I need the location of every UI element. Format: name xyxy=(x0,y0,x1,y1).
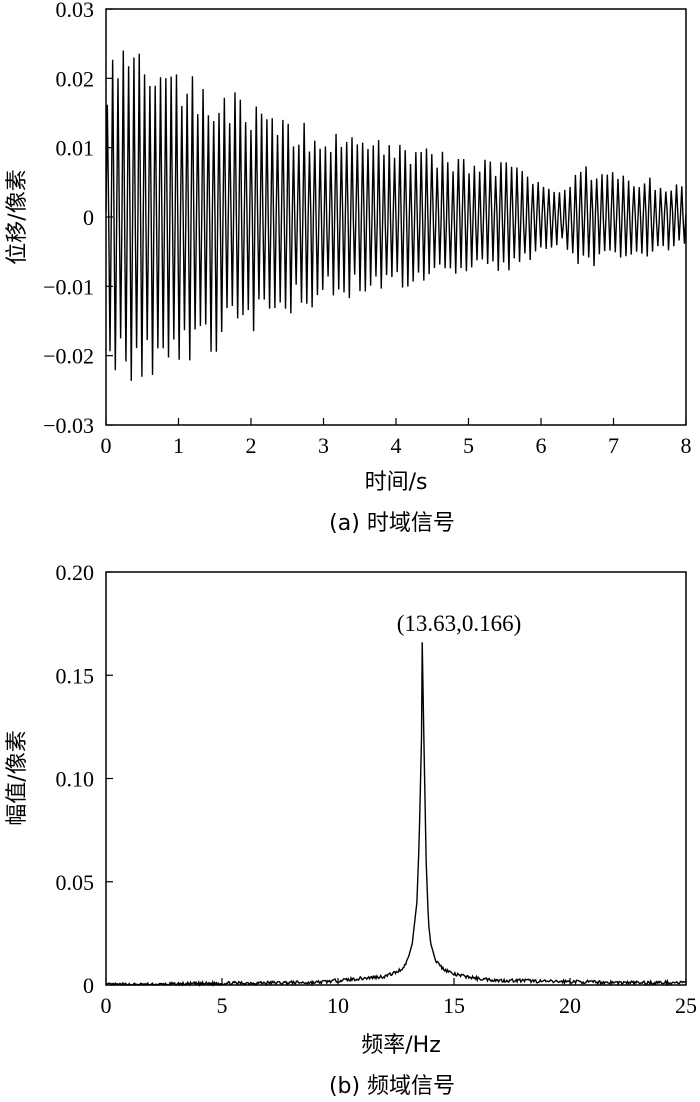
x-tick-label: 15 xyxy=(443,993,465,1018)
plot-area-a xyxy=(105,50,687,381)
y-tick-label: −0.02 xyxy=(43,344,94,369)
y-tick-label: −0.01 xyxy=(43,274,94,299)
x-tick-label: 6 xyxy=(536,433,547,458)
y-tick-label: 0.03 xyxy=(56,0,95,22)
y-tick-label: 0.05 xyxy=(56,870,95,895)
x-tick-label: 2 xyxy=(246,433,257,458)
x-axis-title-a: 时间/s xyxy=(365,470,428,495)
x-tick-label: 7 xyxy=(608,433,619,458)
x-tick-label: 10 xyxy=(327,993,349,1018)
x-ticks-b: 0 5 10 15 20 25 xyxy=(101,978,697,1018)
x-axis-title-b: 频率/Hz xyxy=(361,1033,441,1058)
y-tick-label: 0.02 xyxy=(56,66,95,91)
chart-frequency-domain: 0 5 10 15 20 25 0 0.05 0.10 0.15 0.20 (13.63,0.16… xyxy=(5,560,697,1099)
plot-area-b xyxy=(105,642,687,988)
x-tick-label: 3 xyxy=(318,433,329,458)
x-ticks-a: 0 1 2 3 4 5 6 7 8 xyxy=(101,418,692,458)
x-tick-label: 5 xyxy=(463,433,474,458)
chart-time-domain: 0 1 2 3 4 5 6 7 8 −0.03 −0.02 −0.01 0 0.01 0.02 0.03 时… xyxy=(5,0,692,536)
x-tick-label: 25 xyxy=(675,993,697,1018)
y-tick-label: 0 xyxy=(83,205,94,230)
peak-annotation: (13.63,0.166) xyxy=(397,611,522,636)
y-axis-title-a: 位移/像素 xyxy=(5,169,30,264)
caption-b: (b) 频域信号 xyxy=(329,1074,455,1099)
x-tick-label: 1 xyxy=(173,433,184,458)
x-tick-label: 0 xyxy=(101,993,112,1018)
time-signal-line xyxy=(105,50,687,381)
x-tick-label: 20 xyxy=(559,993,581,1018)
x-tick-label: 0 xyxy=(101,433,112,458)
y-tick-label: 0.10 xyxy=(56,767,95,792)
y-tick-label: 0.01 xyxy=(56,136,95,161)
x-tick-label: 4 xyxy=(391,433,402,458)
y-ticks-a: −0.03 −0.02 −0.01 0 0.01 0.02 0.03 xyxy=(43,0,113,438)
x-tick-label: 8 xyxy=(681,433,692,458)
y-tick-label: 0.20 xyxy=(56,560,95,585)
spectrum-line xyxy=(105,642,687,988)
x-tick-label: 5 xyxy=(217,993,228,1018)
y-axis-title-b: 幅值/像素 xyxy=(5,730,30,825)
caption-a: (a) 时域信号 xyxy=(329,511,455,536)
y-ticks-b: 0 0.05 0.10 0.15 0.20 xyxy=(56,560,113,998)
y-tick-label: −0.03 xyxy=(43,413,94,438)
y-tick-label: 0 xyxy=(83,973,94,998)
y-tick-label: 0.15 xyxy=(56,663,95,688)
